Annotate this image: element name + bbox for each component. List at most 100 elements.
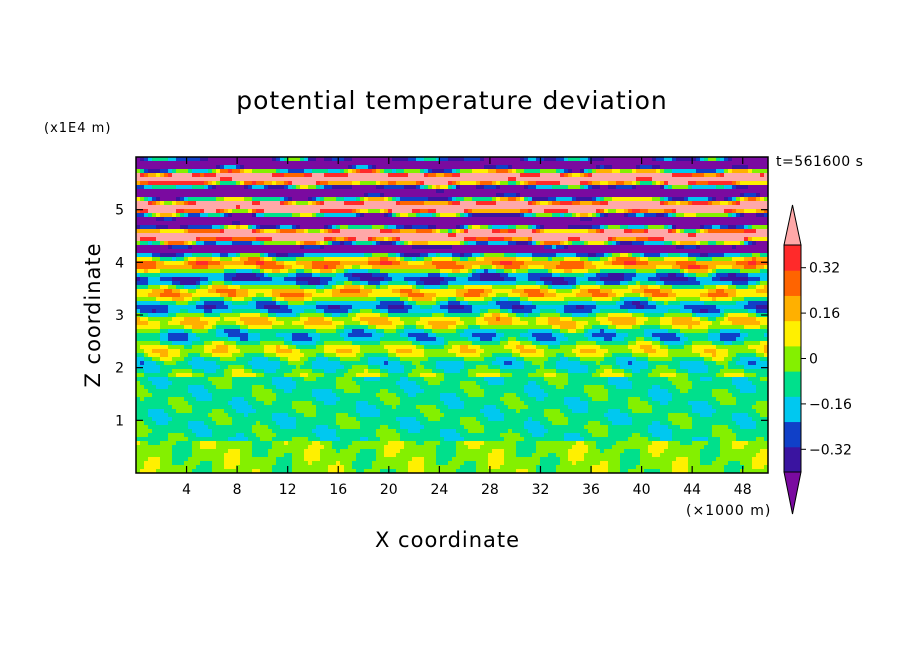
contour-cell — [464, 361, 493, 366]
contour-cell — [660, 277, 689, 282]
contour-cell — [540, 457, 561, 462]
contour-cell — [296, 345, 317, 350]
contour-cell — [448, 309, 473, 314]
contour-cell — [572, 269, 589, 274]
contour-cell — [148, 441, 161, 446]
contour-cell — [160, 241, 165, 246]
contour-cell — [724, 469, 741, 473]
contour-cell — [388, 305, 405, 310]
contour-cell — [208, 389, 253, 394]
contour-cell — [412, 305, 421, 310]
contour-cell — [564, 385, 585, 390]
contour-cell — [292, 309, 305, 314]
contour-cell — [188, 401, 229, 406]
contour-cell — [536, 241, 541, 246]
contour-cell — [264, 385, 277, 390]
contour-cell — [644, 329, 669, 334]
contour-cell — [200, 353, 213, 358]
contour-cell — [144, 421, 157, 426]
contour-cell — [332, 445, 349, 450]
contour-cell — [356, 209, 361, 214]
contour-cell — [460, 397, 501, 402]
contour-cell — [480, 181, 493, 186]
contour-cell — [284, 201, 289, 206]
contour-cell — [196, 281, 201, 286]
contour-cell — [596, 265, 625, 270]
contour-cell — [392, 289, 401, 294]
contour-cell — [224, 297, 233, 302]
contour-cell — [708, 333, 721, 338]
contour-cell — [388, 209, 393, 214]
contour-cell — [552, 333, 565, 338]
contour-cell — [304, 301, 317, 306]
contour-cell — [188, 385, 205, 390]
contour-cell — [728, 313, 749, 318]
contour-cell — [232, 281, 297, 286]
contour-cell — [636, 165, 641, 170]
contour-cell — [252, 169, 277, 174]
contour-cell — [520, 433, 533, 438]
contour-cell — [592, 217, 768, 222]
contour-cell — [532, 301, 569, 306]
contour-cell — [356, 373, 381, 378]
contour-cell — [604, 353, 613, 358]
contour-cell — [612, 353, 633, 358]
contour-cell — [380, 301, 405, 306]
contour-cell — [720, 441, 733, 446]
contour-cell — [336, 265, 345, 270]
contour-cell — [380, 437, 401, 442]
contour-cell — [508, 313, 517, 318]
contour-cell — [652, 337, 661, 342]
contour-cell — [708, 309, 721, 314]
contour-cell — [136, 353, 145, 358]
contour-cell — [492, 285, 517, 290]
contour-cell — [232, 309, 261, 314]
contour-cell — [448, 233, 457, 238]
contour-cell — [148, 313, 169, 318]
contour-cell — [360, 181, 377, 186]
contour-cell — [640, 293, 645, 298]
contour-cell — [592, 293, 609, 298]
contour-cell — [604, 197, 613, 202]
contour-cell — [584, 185, 589, 190]
contour-cell — [576, 329, 585, 334]
contour-cell — [176, 213, 181, 218]
contour-cell — [556, 197, 573, 202]
contour-cell — [652, 409, 693, 414]
contour-cell — [712, 461, 729, 466]
contour-cell — [700, 377, 713, 382]
contour-cell — [500, 273, 509, 278]
contour-cell — [292, 405, 317, 410]
contour-cell — [700, 457, 717, 462]
contour-cell — [472, 341, 501, 346]
contour-cell — [244, 197, 253, 202]
contour-cell — [560, 317, 573, 322]
contour-cell — [176, 157, 201, 162]
contour-cell — [672, 225, 677, 230]
contour-cell — [544, 353, 557, 358]
contour-cell — [512, 165, 597, 170]
contour-cell — [184, 397, 197, 402]
contour-cell — [492, 449, 505, 454]
contour-cell — [672, 357, 705, 362]
contour-cell — [324, 401, 337, 406]
contour-cell — [396, 429, 409, 434]
contour-cell — [136, 425, 149, 430]
contour-cell — [168, 421, 189, 426]
contour-cell — [184, 261, 189, 266]
contour-cell — [756, 257, 768, 262]
contour-cell — [316, 197, 321, 202]
contour-cell — [756, 241, 768, 246]
contour-cell — [204, 373, 225, 378]
contour-cell — [648, 261, 677, 266]
contour-cell — [708, 325, 745, 330]
contour-cell — [400, 385, 421, 390]
contour-cell — [188, 245, 193, 250]
contour-cell — [192, 365, 221, 370]
contour-cell — [548, 197, 557, 202]
contour-cell — [288, 273, 297, 278]
contour-cell — [764, 285, 768, 290]
contour-cell — [136, 305, 169, 310]
contour-cell — [720, 337, 737, 342]
contour-cell — [160, 465, 197, 470]
